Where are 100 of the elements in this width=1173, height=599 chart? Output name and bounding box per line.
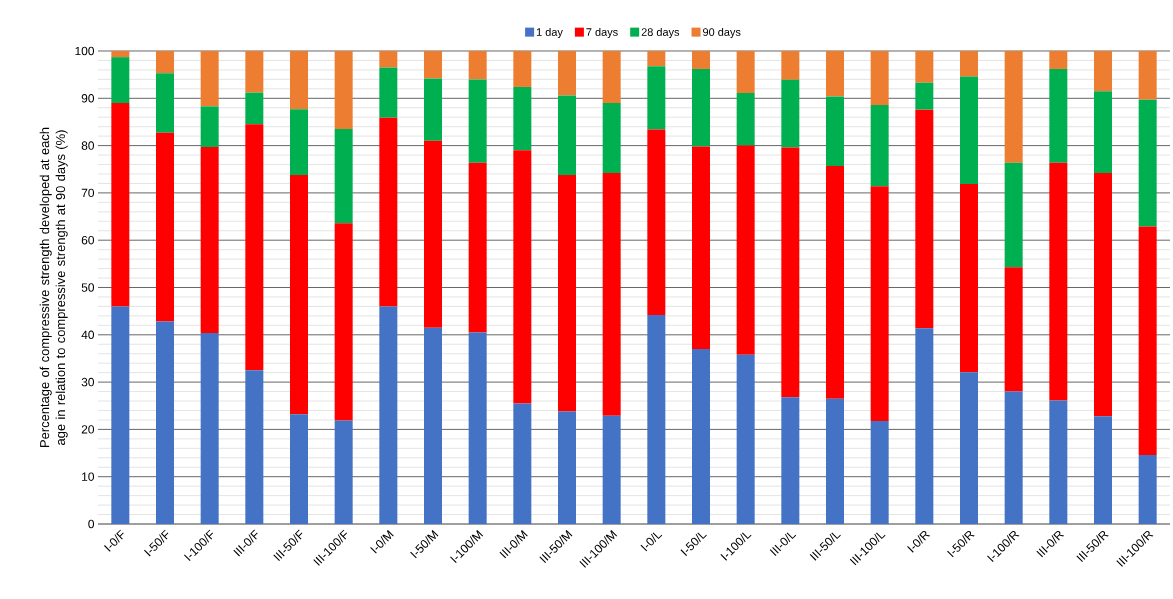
- bar: [781, 147, 800, 398]
- bar: [424, 327, 442, 524]
- y-axis-title: Percentage of compressive strength developed at each age in relation to compressive strength at 90 days (%): [39, 127, 68, 447]
- y-tick-label: 70: [81, 188, 95, 198]
- bar: [468, 332, 487, 524]
- bar: [736, 354, 755, 524]
- bar: [826, 398, 844, 524]
- bar: [379, 51, 398, 68]
- bar: [379, 117, 398, 307]
- y-tick-label: 40: [81, 330, 95, 340]
- bar: [513, 51, 532, 87]
- bar: [960, 372, 978, 524]
- y-tick-label: 90: [81, 94, 95, 103]
- bar: [602, 103, 621, 174]
- bar: [200, 106, 219, 148]
- bar: [290, 174, 308, 415]
- bar: [200, 332, 219, 524]
- bar: [245, 124, 264, 371]
- bar: [156, 51, 174, 74]
- bar: [156, 321, 174, 524]
- bar: [156, 132, 174, 322]
- bar: [736, 51, 755, 94]
- bar: [960, 51, 978, 77]
- bar: [781, 397, 800, 524]
- bar: [692, 51, 710, 69]
- bar: [1094, 51, 1112, 92]
- y-tick-label: 60: [81, 235, 95, 245]
- y-tick-label: 20: [81, 425, 95, 434]
- bar: [1094, 91, 1112, 174]
- bar: [915, 328, 934, 524]
- bar: [1004, 162, 1023, 268]
- bar: [692, 68, 710, 147]
- bar: [1138, 99, 1157, 227]
- bar: [379, 306, 398, 524]
- bar: [692, 348, 710, 524]
- bar: [1138, 226, 1157, 455]
- bar: [513, 403, 532, 524]
- bar: [960, 183, 978, 373]
- bar: [424, 140, 442, 328]
- bar: [558, 174, 576, 412]
- bar: [245, 51, 264, 93]
- y-tick-label: 10: [82, 472, 95, 481]
- bar: [602, 415, 621, 524]
- bar: [111, 306, 130, 524]
- bar: [1049, 162, 1068, 401]
- bar: [647, 129, 666, 315]
- bar: [870, 104, 889, 187]
- bar: [736, 93, 755, 146]
- bar: [1094, 173, 1112, 417]
- bar: [245, 92, 264, 125]
- bar: [1049, 400, 1068, 524]
- legend-label: 28 days: [641, 27, 680, 39]
- bar: [200, 51, 219, 107]
- bar: [826, 96, 844, 166]
- bar: [558, 95, 576, 175]
- bar: [111, 51, 130, 58]
- bar: [1004, 267, 1023, 392]
- bar: [602, 173, 621, 416]
- bar: [915, 109, 934, 329]
- bar: [334, 223, 353, 421]
- bar: [245, 370, 264, 524]
- bar: [647, 66, 666, 130]
- bar: [781, 79, 800, 148]
- bar: [1049, 68, 1068, 163]
- bar: [558, 411, 576, 524]
- bar: [200, 147, 219, 333]
- x-tick-label: I-0/L: [640, 532, 663, 552]
- bar: [870, 186, 889, 421]
- bar: [826, 51, 844, 97]
- bar: [334, 129, 353, 224]
- bar: [692, 146, 710, 349]
- bar: [1094, 416, 1112, 524]
- legend-label: 1 day: [536, 27, 563, 39]
- bar: [1138, 454, 1157, 524]
- bar: [1004, 51, 1023, 163]
- bar: [290, 414, 308, 524]
- bar: [468, 79, 487, 163]
- bar: [468, 51, 487, 80]
- legend-label: 90 days: [703, 27, 741, 39]
- bar: [915, 51, 934, 83]
- bar: [290, 51, 308, 110]
- y-tick-label: 0: [88, 519, 95, 529]
- bar: [424, 51, 442, 79]
- bar: [736, 145, 755, 355]
- bar: [647, 51, 666, 67]
- bar: [513, 150, 532, 404]
- bar: [915, 82, 934, 110]
- bar: [1049, 51, 1068, 69]
- bar: [111, 103, 130, 307]
- bar: [960, 76, 978, 184]
- bar: [290, 109, 308, 175]
- bar: [424, 78, 442, 141]
- bar: [558, 51, 576, 96]
- bar: [781, 51, 800, 80]
- y-tick-label: 100: [75, 46, 95, 56]
- bar: [468, 162, 487, 333]
- bar: [647, 314, 666, 524]
- bar: [513, 86, 532, 151]
- bar: [1004, 391, 1023, 524]
- bar: [156, 73, 174, 133]
